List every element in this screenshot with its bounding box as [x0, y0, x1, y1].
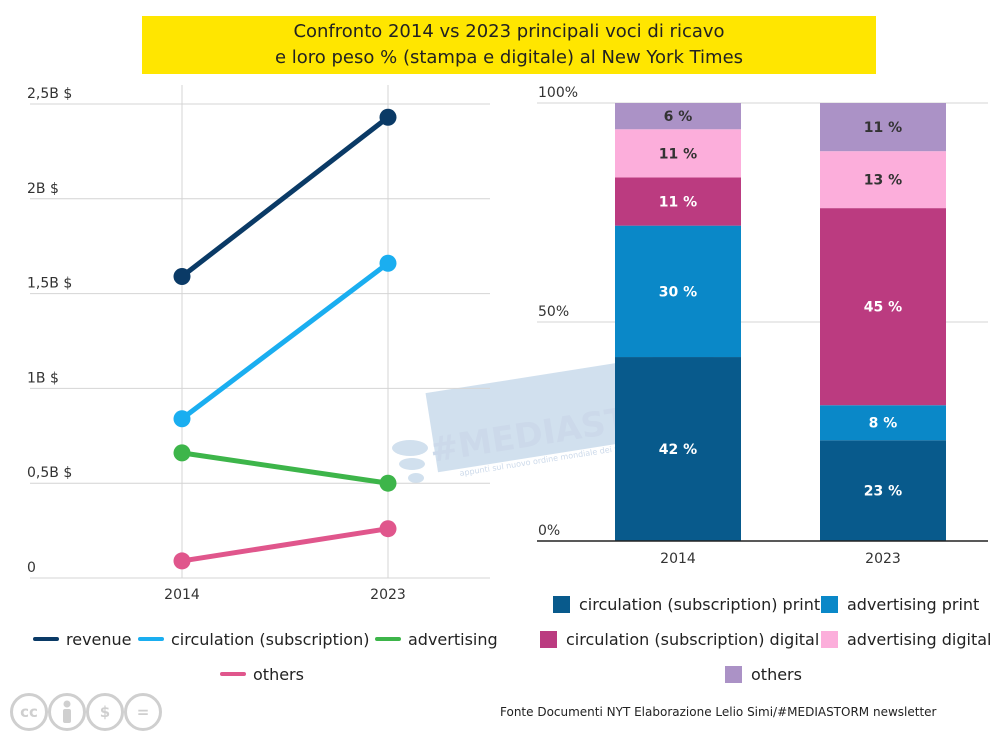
line-y-tick-label: 0 — [27, 560, 36, 576]
line-x-tick-label: 2014 — [164, 587, 200, 603]
bar-data-label: 6 % — [664, 109, 693, 125]
bar-segment — [615, 225, 741, 358]
bar-segment — [615, 357, 741, 541]
bar-y-tick-label: 100% — [538, 85, 578, 101]
line-y-tick-label: 2B $ — [27, 181, 59, 197]
bar-legend-label: advertising digital — [847, 630, 991, 649]
bar-x-tick-label: 2023 — [865, 551, 901, 567]
bar-y-tick-label: 0% — [538, 523, 560, 539]
line-series-0 — [179, 114, 391, 280]
bar-data-label: 11 % — [864, 120, 902, 136]
line-point — [379, 520, 397, 538]
bar-legend-swatch — [553, 596, 570, 613]
line-legend-label: others — [253, 665, 304, 684]
line-x-tick-label: 2023 — [370, 587, 406, 603]
line-y-tick-label: 1B $ — [27, 370, 59, 386]
chart-title-line-1: Confronto 2014 vs 2023 principali voci d… — [293, 21, 725, 42]
bar-legend-swatch — [725, 666, 742, 683]
bar-legend-label: circulation (subscription) digital — [566, 630, 819, 649]
bar-data-label: 45 % — [864, 300, 902, 316]
line-legend-label: revenue — [66, 630, 132, 649]
line-y-tick-label: 1,5B $ — [27, 276, 72, 292]
bar-x-tick-label: 2014 — [660, 551, 696, 567]
bar-legend-label: others — [751, 665, 802, 684]
bar-segment — [615, 177, 741, 226]
bar-data-label: 8 % — [869, 416, 898, 432]
bar-data-label: 42 % — [659, 442, 697, 458]
bar-segment — [820, 405, 946, 441]
line-legend-label: advertising — [408, 630, 498, 649]
cc-nd-icon: = — [124, 693, 162, 731]
line-series-1 — [179, 260, 391, 422]
line-y-tick-label: 0,5B $ — [27, 465, 72, 481]
bar-segment — [820, 208, 946, 406]
line-point — [379, 254, 397, 272]
cc-license-icon: cc — [10, 693, 48, 731]
line-chart: 0 0,5B $ 1B $ 1,5B $ 2B $ 2,5B $ 2014 2023 reven… — [27, 85, 498, 684]
bar-y-tick-label: 50% — [538, 304, 569, 320]
cc-by-icon — [48, 693, 86, 731]
chart-title-line-2: e loro peso % (stampa e digitale) al New… — [274, 47, 744, 68]
bar-legend-swatch — [821, 596, 838, 613]
line-point — [379, 474, 397, 492]
chart-title: Confronto 2014 vs 2023 principali voci d… — [142, 16, 876, 74]
line-series-2 — [179, 450, 391, 486]
line-point — [173, 268, 191, 286]
bar-segment — [820, 440, 946, 541]
line-point — [379, 108, 397, 126]
bar-legend-label: advertising print — [847, 595, 979, 614]
cc-license-label: cc — [20, 703, 38, 721]
cc-nc-label: $ — [99, 703, 111, 721]
bar-segment — [820, 103, 946, 152]
cc-nd-label: = — [136, 703, 150, 721]
source-footer: Fonte Documenti NYT Elaborazione Lelio S… — [500, 705, 937, 719]
bar-data-label: 11 % — [659, 195, 697, 211]
bar-segment — [615, 129, 741, 178]
bar-segment — [615, 103, 741, 130]
line-legend-label: circulation (subscription) — [171, 630, 369, 649]
bar-data-label: 30 % — [659, 284, 697, 300]
line-series-3 — [179, 526, 391, 564]
line-point — [173, 552, 191, 570]
stacked-bar-chart: 0% 50% 100% 42 % 30 % 11 % 11 % 6 % 2014 23 % 8 % 4… — [537, 85, 991, 684]
line-y-tick-label: 2,5B $ — [27, 86, 72, 102]
bar-data-label: 13 % — [864, 173, 902, 189]
bar-data-label: 11 % — [659, 146, 697, 162]
cc-nc-icon: $ — [86, 693, 124, 731]
bar-legend-swatch — [821, 631, 838, 648]
watermark-storm-icon — [392, 440, 428, 483]
bar-segment — [820, 151, 946, 209]
bar-data-label: 23 % — [864, 484, 902, 500]
cc-by-figure — [63, 700, 71, 723]
line-point — [173, 410, 191, 428]
bar-legend-swatch — [540, 631, 557, 648]
bar-legend-label: circulation (subscription) print — [579, 595, 820, 614]
line-point — [173, 444, 191, 462]
